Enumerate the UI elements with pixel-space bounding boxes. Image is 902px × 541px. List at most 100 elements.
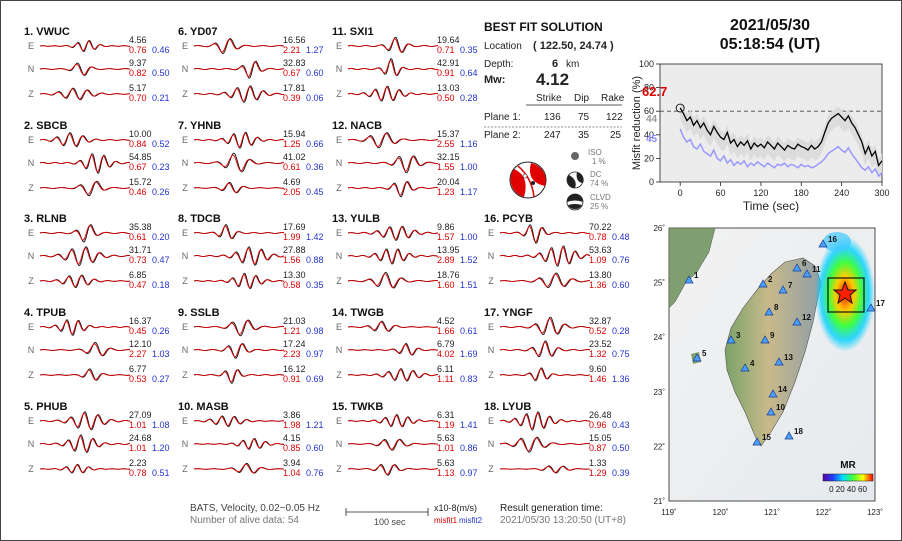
component-label: N: [181, 439, 189, 449]
misfit2-value: 0.60: [612, 280, 630, 290]
component-label: E: [487, 322, 494, 332]
waveform-trace: [193, 85, 285, 104]
x-tick-label: 60: [716, 188, 726, 198]
synthetic-waveform: [499, 318, 591, 335]
waveform-trace: [39, 62, 131, 76]
observed-waveform: [499, 340, 591, 358]
misfit2-value: 0.28: [612, 326, 630, 336]
waveform-trace: [347, 413, 439, 428]
peak-amplitude: 26.48: [589, 410, 612, 420]
waveform-trace: [193, 273, 285, 290]
peak-amplitude: 27.09: [129, 410, 152, 420]
misfit1-value: 0.82: [129, 68, 147, 78]
misfit1-value: 0.50: [437, 93, 455, 103]
x-tick-label: 240: [834, 188, 849, 198]
map-station-label: 16: [828, 235, 837, 244]
observed-waveform: [193, 415, 285, 427]
peak-amplitude: 15.94: [283, 129, 306, 139]
header-strike: Strike: [536, 93, 562, 104]
header-dip: Dip: [574, 93, 590, 104]
iso-percent: 1 %: [592, 157, 606, 166]
synthetic-waveform: [193, 463, 285, 474]
y-tick-label: 0: [649, 177, 654, 187]
map-station: 9: [760, 331, 775, 344]
synthetic-waveform: [39, 181, 131, 195]
observed-waveform: [499, 245, 591, 267]
misfit2-value: 0.76: [612, 255, 630, 265]
origin-time: 05:18:54 (UT): [719, 36, 821, 53]
misfit2-value: 0.60: [306, 68, 324, 78]
misfit1-value: 1.36: [589, 280, 607, 290]
map-station-label: 1: [694, 271, 699, 280]
misfit1-value: 1.98: [283, 420, 301, 430]
waveform-trace: [347, 248, 439, 265]
misfit1-value: 1.13: [437, 468, 455, 478]
component-label: E: [27, 41, 34, 51]
observed-waveform: [193, 181, 285, 194]
misfit1-value: 0.53: [129, 374, 147, 384]
synthetic-waveform: [193, 132, 285, 148]
component-label: N: [27, 158, 35, 168]
component-label: Z: [336, 276, 342, 286]
dc-component-icon: [566, 171, 584, 189]
synthetic-waveform: [347, 439, 439, 450]
station-triangle-icon: [758, 279, 768, 288]
mr-colorbar-ticks: 0 20 40 60: [829, 485, 867, 494]
peak-amplitude: 17.69: [283, 222, 306, 232]
observed-waveform: [499, 224, 591, 245]
dc-percent: 74 %: [590, 179, 609, 188]
waveform-trace: [193, 38, 285, 55]
misfit2-value: 1.21: [306, 420, 324, 430]
misfit1-value: 1.09: [589, 255, 607, 265]
synthetic-waveform: [347, 86, 439, 101]
misfit-reduction-chart: 0 60 120 180 240 300 0 20 40 60 80 100 62.7 44 45 Tim…: [631, 59, 890, 213]
misfit1-value: 2.55: [437, 139, 455, 149]
component-label: N: [487, 251, 495, 261]
misfit1-value: 0.76: [129, 45, 147, 55]
misfit2-value: 0.48: [612, 232, 630, 242]
peak-amplitude: 3.94: [283, 458, 301, 468]
peak-amplitude: 6.31: [437, 410, 455, 420]
synthetic-waveform: [193, 225, 285, 239]
misfit2-value: 0.88: [306, 255, 324, 265]
amplitude-units: x10-8(m/s): [434, 503, 478, 513]
station-title: 3. RLNB: [24, 213, 67, 225]
peak-amplitude: 13.80: [589, 270, 612, 280]
map-lon-tick: 120˚: [712, 508, 728, 517]
station-title: 18. LYUB: [484, 401, 532, 413]
waveform-trace: [193, 152, 285, 173]
component-label: N: [335, 64, 343, 74]
misfit1-value: 1.01: [129, 420, 147, 430]
misfit1-value: 0.71: [437, 45, 455, 55]
synthetic-waveform: [39, 88, 131, 100]
misfit2-value: 0.35: [460, 45, 478, 55]
synthetic-waveform: [499, 246, 591, 266]
misfit1-value: 2.89: [437, 255, 455, 265]
map-station-label: 8: [774, 303, 779, 312]
y-tick-label: 60: [644, 106, 654, 116]
map-lon-tick: 119˚: [661, 508, 677, 517]
station-triangle-icon: [692, 353, 702, 362]
peak-amplitude: 41.02: [283, 152, 306, 162]
waveform-trace: [499, 272, 591, 289]
observed-waveform: [347, 181, 439, 198]
synthetic-waveform: [193, 182, 285, 193]
misfit1-value: 2.27: [129, 349, 147, 359]
misfit-axis-ticks: 0 60 120 180 240 300 0 20 40 60 80 100: [639, 59, 890, 198]
waveform-trace: [39, 411, 131, 431]
misfit1-value: 0.96: [589, 420, 607, 430]
mainland-coast: [668, 227, 716, 309]
waveform-trace: [499, 245, 591, 267]
synthetic-waveform: [39, 369, 131, 381]
synthetic-waveform: [499, 437, 591, 452]
observed-waveform: [193, 60, 285, 79]
station-title: 9. SSLB: [178, 307, 220, 319]
generation-time-label: Result generation time:: [500, 503, 603, 514]
synthetic-waveform: [347, 273, 439, 288]
component-label: Z: [336, 370, 342, 380]
map-station: 11: [802, 265, 821, 278]
peak-amplitude: 12.10: [129, 339, 152, 349]
station-title: 11. SXI1: [332, 26, 374, 38]
misfit2-value: 0.46: [152, 45, 170, 55]
synthetic-waveform: [193, 86, 285, 102]
